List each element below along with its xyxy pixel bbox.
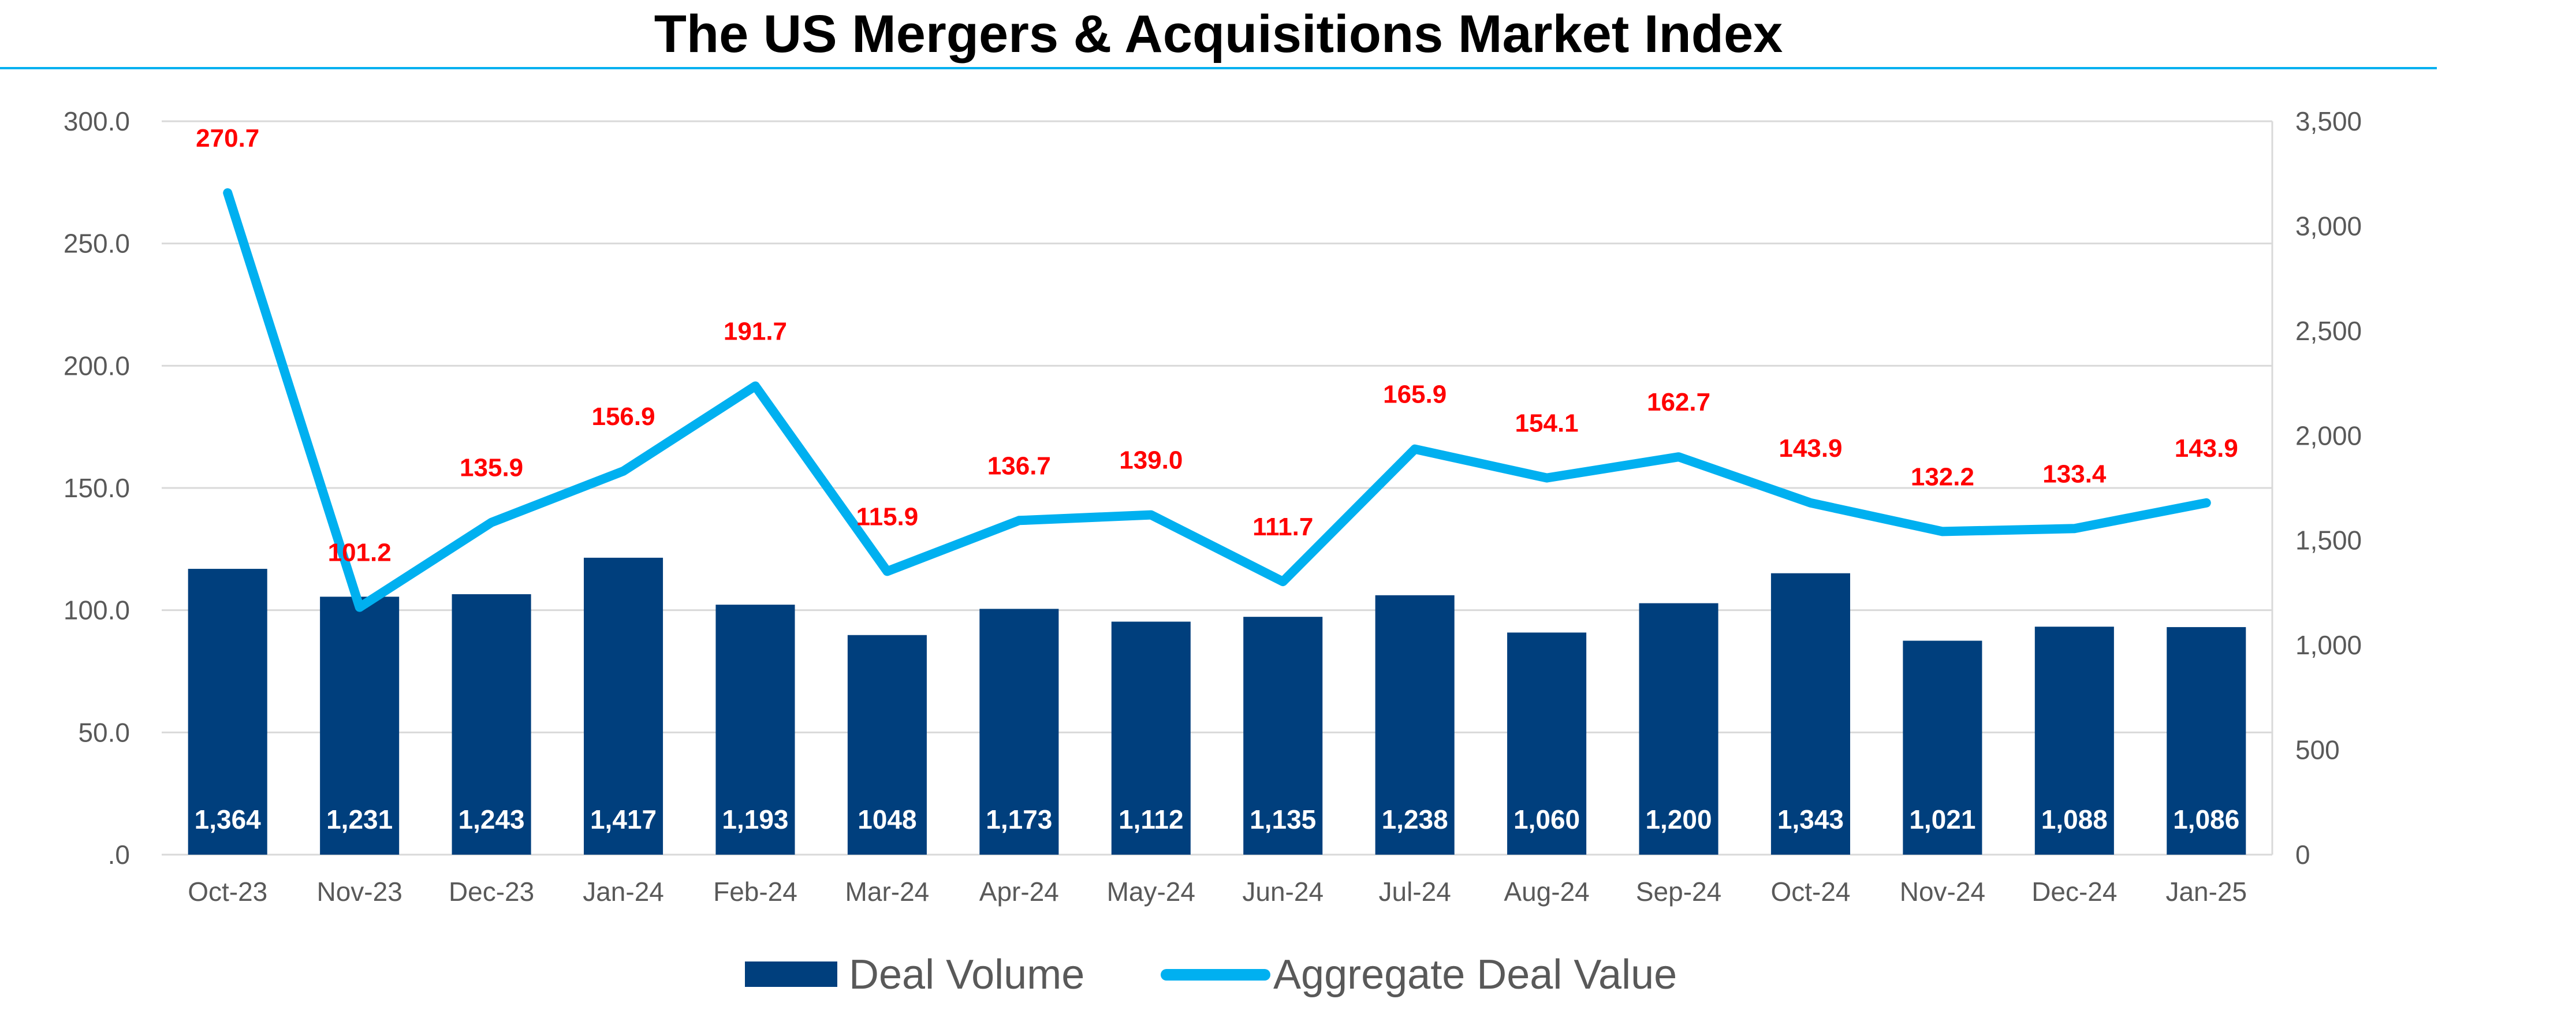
x-tick-label: Dec-23 bbox=[449, 877, 534, 907]
left-tick-label: 150.0 bbox=[64, 473, 130, 503]
deal-volume-label: 1,112 bbox=[1119, 804, 1184, 834]
x-tick-label: Nov-24 bbox=[1900, 877, 1985, 907]
right-tick-label: 1,000 bbox=[2295, 630, 2362, 660]
deal-volume-label: 1048 bbox=[858, 804, 916, 834]
aggregate-deal-value-label: 133.4 bbox=[2042, 460, 2107, 488]
deal-volume-bars: 1,364 1,231 1,243 1,417 1,193 1048 1,173 1,112 1… bbox=[188, 557, 2246, 855]
aggregate-deal-value-label: 162.7 bbox=[1647, 388, 1710, 416]
x-tick-label: Feb-24 bbox=[713, 877, 797, 907]
x-tick-label: May-24 bbox=[1107, 877, 1195, 907]
right-tick-label: 2,000 bbox=[2295, 420, 2362, 450]
deal-volume-label: 1,243 bbox=[458, 804, 525, 834]
deal-volume-label: 1,088 bbox=[2041, 804, 2108, 834]
aggregate-deal-value-label: 165.9 bbox=[1383, 381, 1447, 409]
x-axis: Oct-23 Nov-23 Dec-23 Jan-24 Feb-24 Mar-24 Apr-… bbox=[188, 877, 2247, 907]
aggregate-deal-value-label: 143.9 bbox=[1779, 434, 1842, 463]
left-tick-label: 200.0 bbox=[64, 351, 130, 381]
right-tick-label: 3,500 bbox=[2295, 106, 2362, 136]
deal-volume-label: 1,135 bbox=[1250, 804, 1316, 834]
deal-volume-label: 1,200 bbox=[1645, 804, 1712, 834]
x-tick-label: Dec-24 bbox=[2031, 877, 2117, 907]
right-tick-label: 1,500 bbox=[2295, 526, 2362, 556]
chart-title: The US Mergers & Acquisitions Market Ind… bbox=[654, 5, 1783, 64]
legend-swatch-deal-volume bbox=[745, 961, 837, 987]
deal-volume-bar bbox=[1111, 621, 1191, 855]
legend: Deal Volume Aggregate Deal Value bbox=[745, 952, 1677, 998]
x-tick-label: Mar-24 bbox=[845, 877, 930, 907]
x-tick-label: Aug-24 bbox=[1504, 877, 1589, 907]
aggregate-deal-value-label: 115.9 bbox=[856, 502, 919, 531]
aggregate-deal-value-label: 135.9 bbox=[460, 454, 523, 482]
x-tick-label: Jan-24 bbox=[583, 877, 664, 907]
x-tick-label: Jun-24 bbox=[1242, 877, 1324, 907]
deal-volume-label: 1,086 bbox=[2173, 804, 2239, 834]
left-axis: .0 50.0 100.0 150.0 200.0 250.0 300.0 bbox=[64, 106, 130, 870]
deal-volume-label: 1,193 bbox=[722, 804, 788, 834]
right-axis: 0 500 1,000 1,500 2,000 2,500 3,000 3,500 bbox=[2295, 106, 2362, 870]
left-tick-label: 250.0 bbox=[64, 229, 130, 259]
deal-volume-bar bbox=[1639, 603, 1718, 855]
aggregate-deal-value-label: 111.7 bbox=[1252, 513, 1313, 541]
left-tick-label: 300.0 bbox=[64, 106, 130, 136]
deal-volume-bar bbox=[1243, 617, 1323, 855]
aggregate-deal-value-label: 191.7 bbox=[724, 317, 787, 345]
deal-volume-bar bbox=[979, 609, 1059, 855]
left-tick-label: .0 bbox=[108, 840, 130, 870]
deal-volume-label: 1,021 bbox=[1909, 804, 1975, 834]
deal-volume-bar bbox=[1507, 632, 1587, 855]
aggregate-deal-value-label: 136.7 bbox=[987, 452, 1051, 480]
right-tick-label: 3,000 bbox=[2295, 211, 2362, 241]
deal-volume-bar bbox=[320, 597, 400, 855]
deal-volume-bar bbox=[584, 557, 663, 855]
aggregate-deal-value-line: 270.7 101.2 135.9 156.9 191.7 115.9 136.7 139.0… bbox=[196, 124, 2238, 612]
aggregate-deal-value-label: 154.1 bbox=[1515, 409, 1579, 438]
aggregate-deal-value-label: 270.7 bbox=[196, 124, 259, 152]
deal-volume-bar bbox=[452, 594, 531, 855]
aggregate-deal-value-label: 156.9 bbox=[591, 402, 655, 431]
x-tick-label: Apr-24 bbox=[979, 877, 1059, 907]
deal-volume-label: 1,238 bbox=[1382, 804, 1448, 834]
deal-volume-bar bbox=[2034, 627, 2114, 855]
deal-volume-label: 1,173 bbox=[986, 804, 1052, 834]
aggregate-deal-value-label: 101.2 bbox=[328, 539, 392, 567]
deal-volume-label: 1,060 bbox=[1513, 804, 1580, 834]
right-tick-label: 0 bbox=[2295, 840, 2310, 870]
left-tick-label: 100.0 bbox=[64, 595, 130, 625]
deal-volume-bar bbox=[715, 605, 795, 855]
x-tick-label: Jul-24 bbox=[1379, 877, 1451, 907]
right-tick-label: 2,500 bbox=[2295, 316, 2362, 346]
right-tick-label: 500 bbox=[2295, 735, 2340, 765]
aggregate-deal-value-label: 139.0 bbox=[1119, 446, 1183, 475]
legend-label-aggregate-deal-value: Aggregate Deal Value bbox=[1273, 952, 1677, 998]
x-tick-label: Oct-24 bbox=[1770, 877, 1850, 907]
deal-volume-bar bbox=[1903, 640, 1982, 855]
x-tick-label: Nov-23 bbox=[317, 877, 402, 907]
x-tick-label: Sep-24 bbox=[1636, 877, 1721, 907]
deal-volume-label: 1,231 bbox=[326, 804, 393, 834]
aggregate-deal-value-label: 132.2 bbox=[1911, 463, 1974, 491]
deal-volume-label: 1,364 bbox=[195, 804, 262, 834]
deal-volume-bar bbox=[1770, 573, 1850, 855]
deal-volume-label: 1,343 bbox=[1777, 804, 1844, 834]
x-tick-label: Oct-23 bbox=[188, 877, 267, 907]
deal-volume-bar bbox=[2167, 627, 2246, 855]
deal-volume-bar bbox=[1375, 595, 1455, 855]
deal-volume-bar bbox=[188, 569, 267, 855]
aggregate-deal-value-label: 143.9 bbox=[2175, 434, 2238, 463]
left-tick-label: 50.0 bbox=[78, 717, 130, 747]
deal-volume-label: 1,417 bbox=[590, 804, 657, 834]
aggregate-deal-value-series bbox=[223, 188, 2211, 612]
legend-label-deal-volume: Deal Volume bbox=[849, 952, 1084, 998]
deal-volume-bar bbox=[847, 635, 927, 855]
x-tick-label: Jan-25 bbox=[2165, 877, 2247, 907]
